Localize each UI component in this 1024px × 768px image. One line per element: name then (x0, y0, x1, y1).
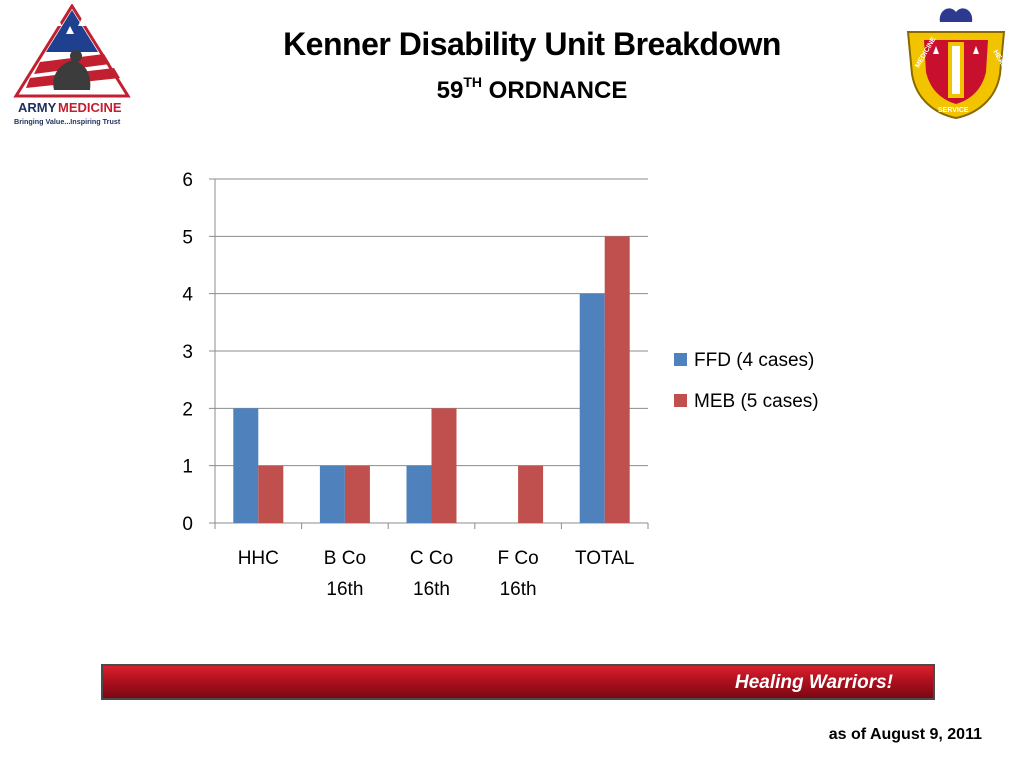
logo-tagline: Bringing Value...Inspiring Trust (14, 117, 121, 126)
legend-label-0: FFD (4 cases) (694, 350, 814, 371)
legend-label-1: MEB (5 cases) (694, 391, 819, 412)
y-tick-label-5: 5 (182, 227, 193, 248)
x-category-label-3-0: F Co (498, 548, 539, 569)
y-tick-label-6: 6 (182, 170, 193, 191)
y-tick-label-3: 3 (182, 342, 193, 363)
x-category-label-4-0: TOTAL (575, 548, 634, 569)
footer-banner: Healing Warriors! (101, 664, 935, 700)
logo-army-text: ARMY (18, 100, 57, 115)
y-tick-label-4: 4 (182, 285, 193, 306)
x-category-label-2-1: 16th (413, 579, 450, 600)
x-category-label-0-0: HHC (238, 548, 279, 569)
bar-ffd-1 (319, 465, 345, 523)
footer-banner-text: Healing Warriors! (734, 672, 893, 693)
subtitle-superscript: TH (463, 74, 483, 90)
date-note: as of August 9, 2011 (828, 726, 982, 743)
medical-crest-logo: MEDICINE HEALTH SERVICE (906, 8, 1011, 120)
x-category-label-1-1: 16th (326, 579, 363, 600)
bar-meb-4 (604, 236, 630, 524)
y-tick-label-0: 0 (182, 514, 193, 535)
bar-meb-1 (344, 465, 370, 523)
bar-meb-3 (518, 465, 544, 523)
legend-swatch-0 (674, 353, 687, 366)
subtitle-rest: ORDNANCE (482, 77, 628, 104)
bar-ffd-4 (579, 293, 605, 523)
x-category-label-1-0: B Co (324, 548, 366, 569)
page-subtitle: 59TH ORDNANCE (140, 74, 924, 105)
bar-meb-2 (431, 408, 457, 523)
x-category-label-3-1: 16th (500, 579, 537, 600)
subtitle-number: 59 (436, 77, 464, 104)
army-medicine-logo: ARMY MEDICINE Bringing Value...Inspiring… (13, 4, 131, 126)
y-tick-label-2: 2 (182, 399, 193, 420)
x-category-label-2-0: C Co (410, 548, 453, 569)
page-title: Kenner Disability Unit Breakdown (283, 26, 781, 62)
bar-meb-0 (258, 465, 284, 523)
bar-ffd-2 (406, 465, 432, 523)
y-tick-label-1: 1 (182, 457, 193, 478)
legend-swatch-1 (674, 394, 687, 407)
bar-ffd-0 (233, 408, 259, 523)
crest-service-text: SERVICE (938, 107, 969, 114)
logo-medicine-text: MEDICINE (58, 100, 122, 115)
